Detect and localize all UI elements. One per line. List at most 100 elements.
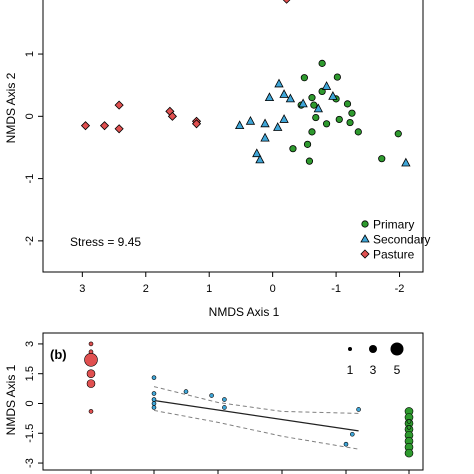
panel-a: -2-101 3 2 1 0 -1 -2 NMDS Axis 1 NMDS Axis 2 … <box>4 0 430 319</box>
y-tick-label-a-2: -2 <box>24 236 36 246</box>
point-b-primary-9 <box>406 419 412 424</box>
y-tick-label-a-1: 1 <box>24 51 36 57</box>
x-tick-label-a-0: 0 <box>270 283 276 295</box>
x-axis-b <box>90 470 410 474</box>
point-b-secondary-4 <box>151 401 157 406</box>
y-axis-a: -2 -1 0 1 <box>24 51 43 246</box>
point-secondary-3 <box>285 93 296 103</box>
point-secondary-5 <box>298 98 308 108</box>
point-b-pasture-6 <box>88 409 94 414</box>
point-primary-10 <box>348 109 356 117</box>
point-pasture-3 <box>114 124 124 134</box>
legend-label-secondary: Secondary <box>373 233 430 247</box>
point-primary-14 <box>308 128 316 136</box>
y-tick-label-b-1-5: 1.5 <box>24 366 36 381</box>
point-b-secondary-8 <box>222 397 227 402</box>
size-legend-label-3: 3 <box>370 363 377 377</box>
point-primary-1 <box>318 59 326 67</box>
point-b-primary-10 <box>406 425 412 430</box>
point-secondary-8 <box>328 91 338 100</box>
point-secondary-11 <box>260 118 270 128</box>
stress-annotation: Stress = 9.45 <box>70 235 141 249</box>
point-b-secondary-11 <box>356 407 361 412</box>
point-b-pasture-5 <box>86 379 96 388</box>
panel-label-b: (b) <box>50 347 67 362</box>
point-secondary-9 <box>234 120 245 130</box>
point-b-secondary-10 <box>349 431 355 437</box>
y-tick-label-b-3: -3 <box>24 458 36 468</box>
point-secondary-15 <box>252 148 262 158</box>
point-secondary-16 <box>255 154 265 164</box>
point-secondary-6 <box>313 103 323 113</box>
size-legend-label-1: 1 <box>347 363 354 377</box>
ci-lower-line <box>153 409 359 450</box>
point-primary-18 <box>354 128 362 136</box>
point-pasture-1 <box>282 0 291 4</box>
x-tick-label-a-2: -2 <box>395 283 405 295</box>
regression-lines-b <box>153 386 359 450</box>
point-secondary-17 <box>401 157 411 167</box>
point-secondary-4 <box>264 92 275 102</box>
point-secondary-14 <box>260 132 270 142</box>
size-legend-marker-1 <box>348 347 352 351</box>
x-tick-label-a-2: 2 <box>143 283 149 295</box>
plot-area-frame-b <box>42 332 424 471</box>
point-pasture-2 <box>114 100 124 110</box>
point-secondary-7 <box>321 81 332 90</box>
point-b-secondary-9 <box>222 405 227 410</box>
x-axis-a: 3 2 1 0 -1 -2 <box>79 272 404 295</box>
x-axis-label-a: NMDS Axis 1 <box>209 305 280 319</box>
point-b-pasture-1 <box>88 341 94 347</box>
legend-label-primary: Primary <box>373 218 414 232</box>
y-tick-label-b-1-5: -1.5 <box>24 424 36 443</box>
point-primary-3 <box>333 73 341 81</box>
data-points-b <box>84 341 414 458</box>
point-primary-7 <box>310 101 318 109</box>
point-b-secondary-7 <box>209 393 214 398</box>
x-tick-label-a-1: -1 <box>331 283 341 295</box>
point-primary-20 <box>378 155 386 163</box>
point-primary-17 <box>322 120 331 128</box>
point-b-secondary-6 <box>183 389 189 394</box>
legend-marker-pasture <box>360 249 370 259</box>
y-axis-b: 3 1.5 0 -1.5 -3 <box>24 341 43 468</box>
point-pasture-5 <box>80 121 91 131</box>
point-primary-9 <box>343 100 352 108</box>
legend-label-pasture: Pasture <box>373 248 415 262</box>
point-pasture-7 <box>167 111 177 121</box>
point-primary-5 <box>308 94 316 102</box>
legend-marker-secondary <box>360 234 370 243</box>
point-secondary-10 <box>245 115 256 125</box>
legend-a: Primary Secondary Pasture <box>360 218 430 262</box>
plot-area-frame-a <box>42 0 424 273</box>
point-b-secondary-12 <box>343 441 349 447</box>
size-legend-marker-3 <box>369 345 377 353</box>
point-secondary-13 <box>273 122 283 131</box>
legend-marker-primary <box>361 220 369 228</box>
point-pasture-4 <box>99 121 110 131</box>
point-b-primary-8 <box>404 448 414 458</box>
x-tick-label-a-1: 1 <box>206 283 212 295</box>
point-b-secondary-2 <box>151 391 157 396</box>
point-b-secondary-1 <box>151 375 157 380</box>
point-b-pasture-4 <box>86 369 96 379</box>
point-secondary-1 <box>274 78 284 88</box>
regression-line <box>153 399 359 432</box>
point-primary-16 <box>289 145 297 153</box>
point-pasture-9 <box>191 119 202 129</box>
point-primary-15 <box>303 140 312 148</box>
point-primary-2 <box>300 74 308 82</box>
point-primary-19 <box>394 130 402 138</box>
data-points-a <box>80 0 411 167</box>
size-legend-b: 1 3 5 <box>347 342 404 377</box>
ci-upper-line <box>153 386 359 414</box>
point-b-pasture-3 <box>84 353 98 367</box>
y-tick-label-b-3: 3 <box>24 341 36 347</box>
y-axis-label-b: NMDS Axis 1 <box>4 364 18 435</box>
y-axis-label-a: NMDS Axis 2 <box>4 72 18 143</box>
size-legend-label-5: 5 <box>394 363 401 377</box>
y-tick-label-a-0: 0 <box>24 113 36 119</box>
point-secondary-12 <box>279 114 289 123</box>
size-legend-marker-5 <box>390 342 404 356</box>
